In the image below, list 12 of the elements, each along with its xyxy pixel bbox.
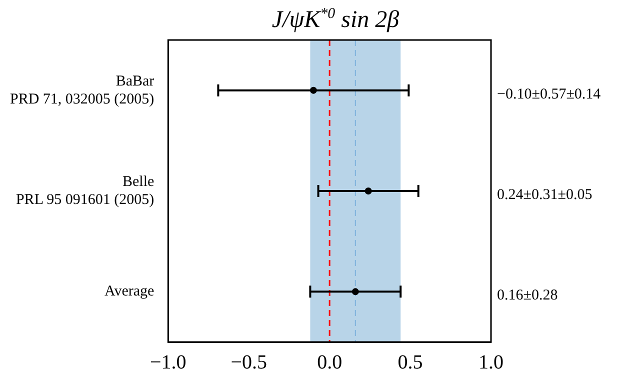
x-tick-label: −1.0	[150, 351, 186, 374]
text: 0.24±0.31±0.05	[497, 186, 592, 203]
chart-title: J/ψK$^{*0}$ sin 2β	[270, 6, 400, 34]
y-tick-label: Average	[104, 284, 155, 300]
x-tick-label: 1.0	[478, 351, 504, 374]
y-tick-label: BaBar PRD 71, 032005 (2005)	[10, 73, 154, 108]
text: −0.10±0.57±0.14	[497, 86, 602, 102]
y-tick-label: Belle PRL 95 091601 (2005)	[16, 174, 155, 208]
x-tick-label: 0.5	[398, 351, 423, 374]
text: 0.16±0.28	[497, 288, 558, 304]
x-tick-label: −0.5	[230, 351, 268, 374]
x-tick-label: 0.0	[317, 351, 342, 374]
